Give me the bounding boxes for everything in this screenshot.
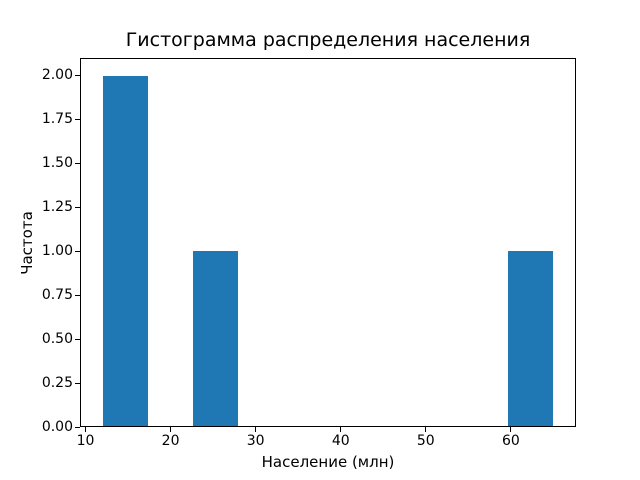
x-axis-label: Население (млн) — [261, 453, 395, 471]
y-tickmark — [75, 162, 80, 164]
y-tick-label: 0.00 — [41, 418, 73, 435]
plot-area — [80, 58, 576, 427]
x-tick-label: 30 — [246, 433, 265, 449]
x-tick-label: 60 — [501, 433, 520, 449]
x-tickmark — [425, 427, 427, 432]
x-tickmark — [255, 427, 257, 432]
y-tickmark — [75, 75, 80, 77]
y-tick-label: 1.00 — [41, 242, 73, 259]
y-axis-label: Частота — [18, 211, 36, 275]
x-tick-label: 10 — [76, 433, 95, 449]
x-tick-label: 40 — [331, 433, 350, 449]
x-tickmark — [85, 427, 86, 432]
chart-title: Гистограмма распределения населения — [125, 29, 531, 51]
histogram-bar — [102, 75, 148, 427]
y-tick-label: 2.00 — [41, 67, 73, 84]
y-tick-label: 1.25 — [41, 198, 73, 215]
y-tickmark — [75, 250, 80, 252]
y-tick-label: 0.25 — [41, 374, 73, 391]
y-tick-label: 1.75 — [41, 111, 73, 127]
x-tickmark — [340, 427, 342, 432]
y-tick-label: 0.75 — [41, 286, 73, 303]
y-tickmark — [75, 426, 80, 428]
y-tickmark — [75, 119, 80, 120]
y-tickmark — [75, 382, 80, 384]
y-tick-label: 0.50 — [41, 330, 73, 347]
y-tickmark — [75, 294, 80, 296]
histogram-bar — [192, 251, 238, 427]
x-tickmark — [510, 427, 512, 432]
x-tick-label: 50 — [416, 433, 435, 449]
x-tickmark — [170, 427, 172, 432]
y-tickmark — [75, 338, 80, 340]
histogram-bar — [508, 251, 554, 427]
y-tickmark — [75, 206, 80, 208]
y-tick-label: 1.50 — [41, 154, 73, 171]
x-tick-label: 20 — [161, 433, 180, 449]
